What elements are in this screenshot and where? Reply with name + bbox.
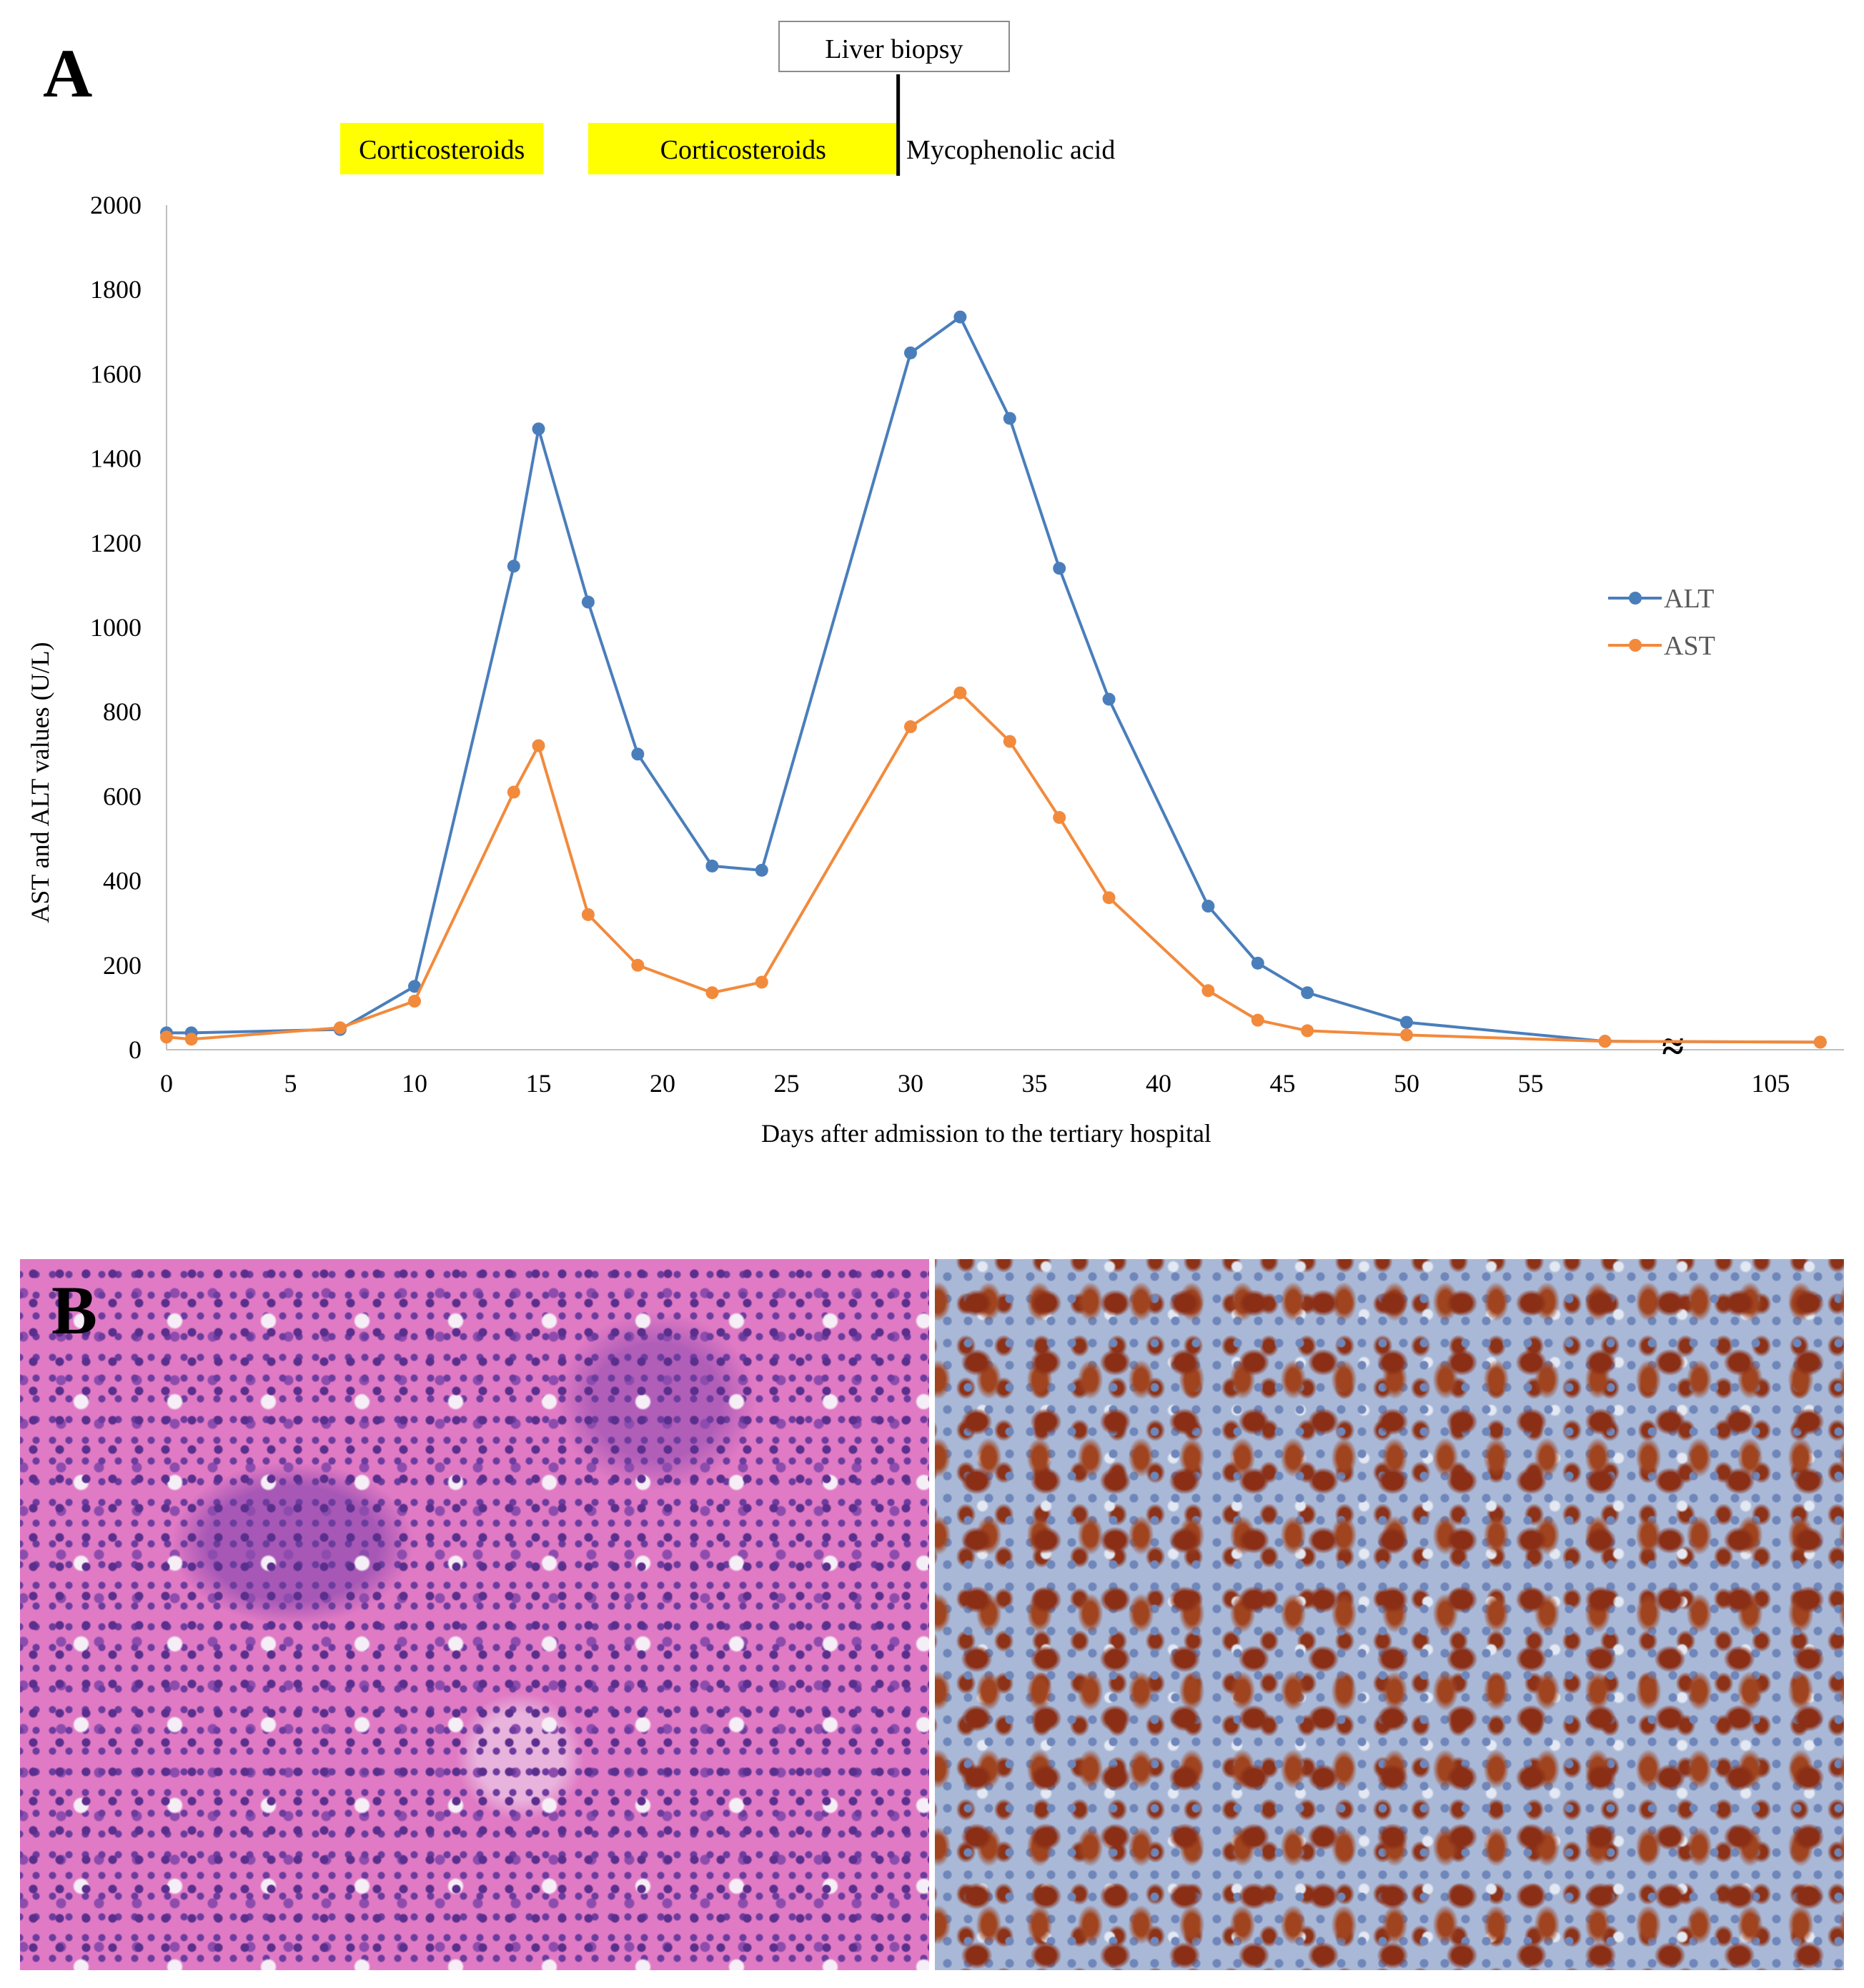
chart-legend: ALT AST [1608,584,1715,661]
data-point-ast [904,720,917,733]
data-point-ast [160,1030,173,1044]
x-tick-label: 25 [774,1069,800,1098]
data-point-alt [532,422,545,436]
x-tick-label: 55 [1518,1069,1544,1098]
biopsy-label: Liver biopsy [825,34,963,64]
y-tick-label: 0 [129,1035,142,1064]
x-tick-label: 50 [1394,1069,1419,1098]
data-point-ast [1598,1035,1612,1048]
treatment-label: Corticosteroids [660,135,826,165]
treatment-bars: Corticosteroids Corticosteroids Mycophenol… [339,123,1115,174]
x-tick-label: 35 [1022,1069,1048,1098]
data-point-alt [904,346,917,359]
data-point-ast [1251,1013,1264,1027]
immunostain-micrograph [935,1259,1844,1970]
data-point-ast [184,1033,198,1046]
y-tick-label: 600 [103,782,142,810]
x-tick-label: 15 [526,1069,552,1098]
alt-ast-line-chart: A Corticosteroids Corticosteroids Mycophen… [26,21,1844,1148]
y-tick-label: 2000 [90,191,142,219]
x-tick-labels: 0510152025303540455055105110 [160,1069,1790,1098]
data-point-alt [1301,986,1314,1000]
data-point-alt [1201,900,1215,913]
data-point-ast [581,908,595,921]
y-tick-label: 1000 [90,613,142,642]
data-point-alt [581,595,595,609]
data-point-ast [755,975,768,989]
data-point-ast [953,686,967,700]
treatment-bar [339,123,544,174]
panel-b-label: B [51,1272,98,1348]
data-point-alt [755,863,768,877]
data-point-ast [507,785,520,799]
series-line-alt [167,315,1820,1044]
y-axis-label: AST and ALT values (U/L) [26,642,54,923]
axis-break-symbol: ≈ [1662,1025,1684,1069]
y-tick-label: 1400 [90,444,142,473]
data-point-ast [1102,891,1116,905]
data-point-alt [1251,956,1264,970]
data-point-ast [705,986,719,1000]
y-tick-label: 800 [103,697,142,726]
series-group [160,310,1827,1049]
data-point-ast [631,958,645,972]
legend-label-ast: AST [1664,631,1715,661]
y-tick-labels: 0 200 400 600 800 1000 1200 1400 1600 1800 2000 [90,191,142,1064]
treatment-label: Mycophenolic acid [906,135,1115,165]
data-point-alt [631,747,645,761]
y-tick-label: 1600 [90,359,142,388]
data-point-ast [1053,810,1066,824]
x-tick-label: 105 [1751,1069,1790,1098]
x-tick-label: 40 [1146,1069,1171,1098]
data-point-alt [1003,412,1016,425]
x-tick-label: 30 [898,1069,923,1098]
x-tick-label: 20 [650,1069,675,1098]
biopsy-label-box [778,21,1010,72]
data-point-alt [1102,692,1116,706]
data-point-ast [1201,984,1215,998]
legend-marker-ast [1629,639,1642,652]
data-point-ast [408,995,421,1008]
data-point-alt [705,859,719,873]
data-point-ast [1301,1024,1314,1038]
data-point-ast [532,739,545,752]
data-point-ast [333,1021,347,1035]
data-point-ast [1813,1035,1827,1049]
data-point-alt [507,560,520,573]
x-tick-label: 0 [160,1069,173,1098]
x-tick-label: 45 [1270,1069,1296,1098]
data-point-alt [1053,562,1066,575]
data-point-alt [953,310,967,324]
biopsy-annotation: Liver biopsy [778,21,1010,176]
legend-label-alt: ALT [1664,584,1714,614]
he-stain-micrograph [20,1259,929,1970]
y-tick-label: 1200 [90,529,142,557]
x-tick-label: 10 [402,1069,427,1098]
treatment-label: Corticosteroids [359,135,525,165]
data-point-ast [1400,1028,1413,1042]
legend-marker-alt [1629,592,1642,605]
y-tick-label: 1800 [90,275,142,304]
chart-axes: ≈ [166,205,1844,1069]
data-point-alt [408,980,421,993]
y-tick-label: 400 [103,867,142,895]
histology-panel: B [20,1259,1844,1970]
data-point-alt [1400,1015,1413,1029]
x-tick-label: 5 [284,1069,297,1098]
x-axis-label: Days after admission to the tertiary hos… [761,1119,1211,1148]
treatment-bar [588,123,898,174]
panel-a-label: A [43,35,92,111]
data-point-ast [1003,735,1016,748]
y-tick-label: 200 [103,951,142,980]
